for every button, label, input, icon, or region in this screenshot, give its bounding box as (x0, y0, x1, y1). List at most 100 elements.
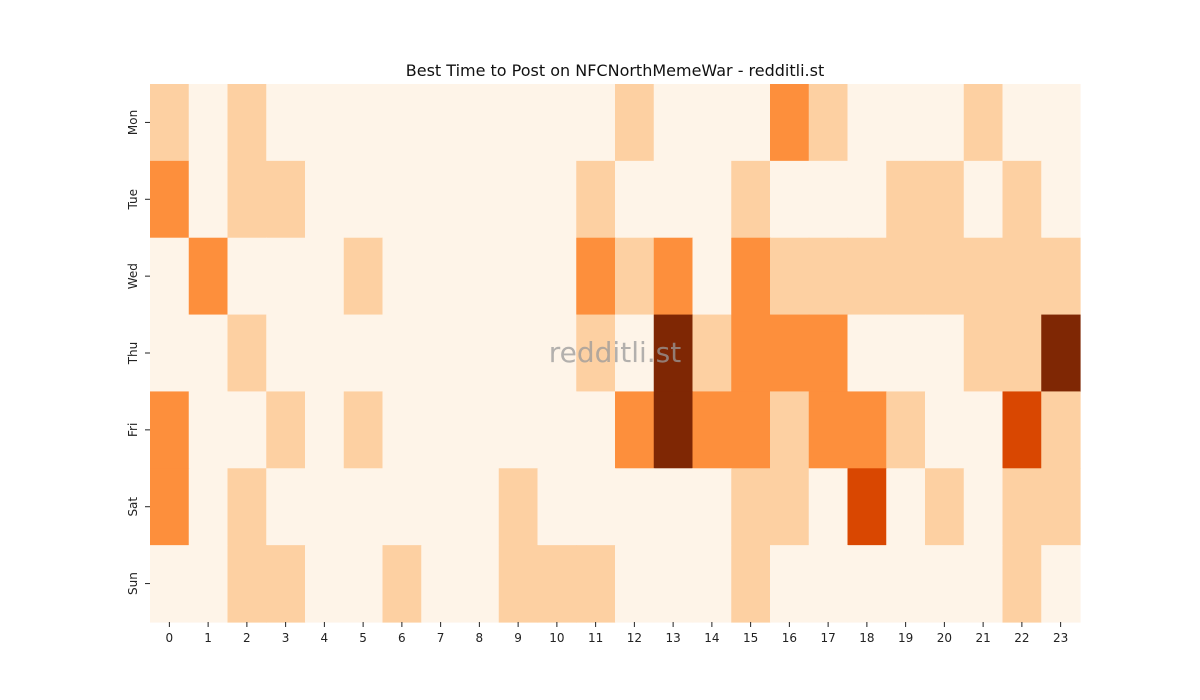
heatmap-cell (382, 314, 422, 393)
heatmap-cell (382, 84, 422, 162)
heatmap-cell (1002, 545, 1042, 623)
heatmap-cell (382, 468, 422, 546)
heatmap-cell (615, 84, 655, 162)
heatmap-cell (576, 545, 616, 623)
heatmap-cell (421, 468, 461, 546)
heatmap-cell (305, 84, 345, 162)
x-tick-label: 4 (321, 631, 329, 645)
heatmap-cell (692, 468, 732, 546)
heatmap-cell (188, 237, 229, 316)
heatmap-cell (963, 237, 1004, 316)
x-axis: 0 1 2 3 4 5 6 7 8 9 10 11 12 13 14 15 16 17 18 19 20 21 22 23 (166, 622, 1068, 645)
heatmap-cell (305, 314, 345, 393)
heatmap-cell (537, 391, 577, 469)
heatmap-cell (886, 237, 926, 316)
heatmap-cell (460, 84, 500, 162)
heatmap-cell (460, 314, 500, 393)
heatmap-cell (770, 314, 810, 393)
heatmap-cell (188, 545, 229, 623)
heatmap-cell (227, 545, 267, 623)
heatmap-cell (847, 237, 887, 316)
heatmap-cell (886, 468, 926, 546)
heatmap-cell (498, 468, 539, 546)
x-tick-label: 21 (975, 631, 990, 645)
heatmap-cell (498, 84, 539, 162)
heatmap-cell (1041, 468, 1081, 546)
heatmap-cell (421, 84, 461, 162)
heatmap-cell (382, 237, 422, 316)
x-tick-label: 11 (588, 631, 603, 645)
heatmap-cell (1041, 237, 1081, 316)
heatmap-cell (305, 237, 345, 316)
x-tick-label: 18 (859, 631, 874, 645)
heatmap-cell (498, 391, 539, 469)
heatmap-cells (150, 84, 1081, 623)
heatmap-cell (963, 160, 1004, 239)
heatmap-cell (653, 314, 694, 393)
heatmap-cell (343, 84, 384, 162)
x-tick-label: 5 (359, 631, 367, 645)
heatmap-cell (266, 391, 306, 469)
y-tick-label: Wed (126, 263, 140, 289)
heatmap-cell (653, 84, 694, 162)
heatmap-cell (498, 160, 539, 239)
x-tick-label: 9 (514, 631, 522, 645)
heatmap-cell (1041, 391, 1081, 469)
heatmap-cell (343, 545, 384, 623)
heatmap-cell (227, 468, 267, 546)
heatmap-cell (266, 314, 306, 393)
heatmap-cell (1041, 314, 1081, 393)
heatmap-cell (227, 84, 267, 162)
heatmap-cell (537, 160, 577, 239)
heatmap-cell (847, 160, 887, 239)
heatmap-cell (576, 237, 616, 316)
heatmap-cell (576, 160, 616, 239)
heatmap-cell (808, 391, 849, 469)
heatmap-cell (731, 391, 771, 469)
heatmap-cell (576, 468, 616, 546)
x-tick-label: 0 (166, 631, 174, 645)
heatmap-cell (305, 160, 345, 239)
heatmap-cell (421, 391, 461, 469)
heatmap-cell (692, 237, 732, 316)
x-tick-label: 23 (1053, 631, 1068, 645)
heatmap-cell (808, 468, 849, 546)
x-tick-label: 1 (204, 631, 212, 645)
x-tick-label: 8 (476, 631, 484, 645)
heatmap-cell (963, 545, 1004, 623)
x-tick-label: 15 (743, 631, 758, 645)
heatmap-cell (266, 545, 306, 623)
heatmap-cell (343, 314, 384, 393)
heatmap-cell (460, 468, 500, 546)
heatmap-cell (731, 84, 771, 162)
heatmap-cell (150, 237, 190, 316)
heatmap-cell (1002, 84, 1042, 162)
heatmap-cell (886, 84, 926, 162)
x-tick-label: 20 (937, 631, 952, 645)
heatmap-cell (925, 468, 965, 546)
y-tick-label: Sat (126, 497, 140, 517)
heatmap-cell (188, 84, 229, 162)
heatmap-cell (305, 391, 345, 469)
heatmap-cell (770, 84, 810, 162)
heatmap-cell (925, 160, 965, 239)
heatmap-cell (925, 314, 965, 393)
heatmap-cell (227, 237, 267, 316)
heatmap-cell (653, 545, 694, 623)
heatmap-cell (188, 314, 229, 393)
y-tick-label: Fri (126, 423, 140, 437)
heatmap-cell (731, 160, 771, 239)
heatmap-cell (1002, 237, 1042, 316)
x-tick-label: 10 (549, 631, 564, 645)
x-tick-label: 14 (704, 631, 719, 645)
heatmap-cell (692, 391, 732, 469)
heatmap-cell (1002, 391, 1042, 469)
heatmap-cell (266, 160, 306, 239)
heatmap-cell (615, 545, 655, 623)
heatmap-cell (808, 84, 849, 162)
heatmap-cell (188, 391, 229, 469)
x-tick-label: 2 (243, 631, 251, 645)
heatmap-cell (886, 391, 926, 469)
heatmap-cell (343, 237, 384, 316)
heatmap-cell (731, 314, 771, 393)
